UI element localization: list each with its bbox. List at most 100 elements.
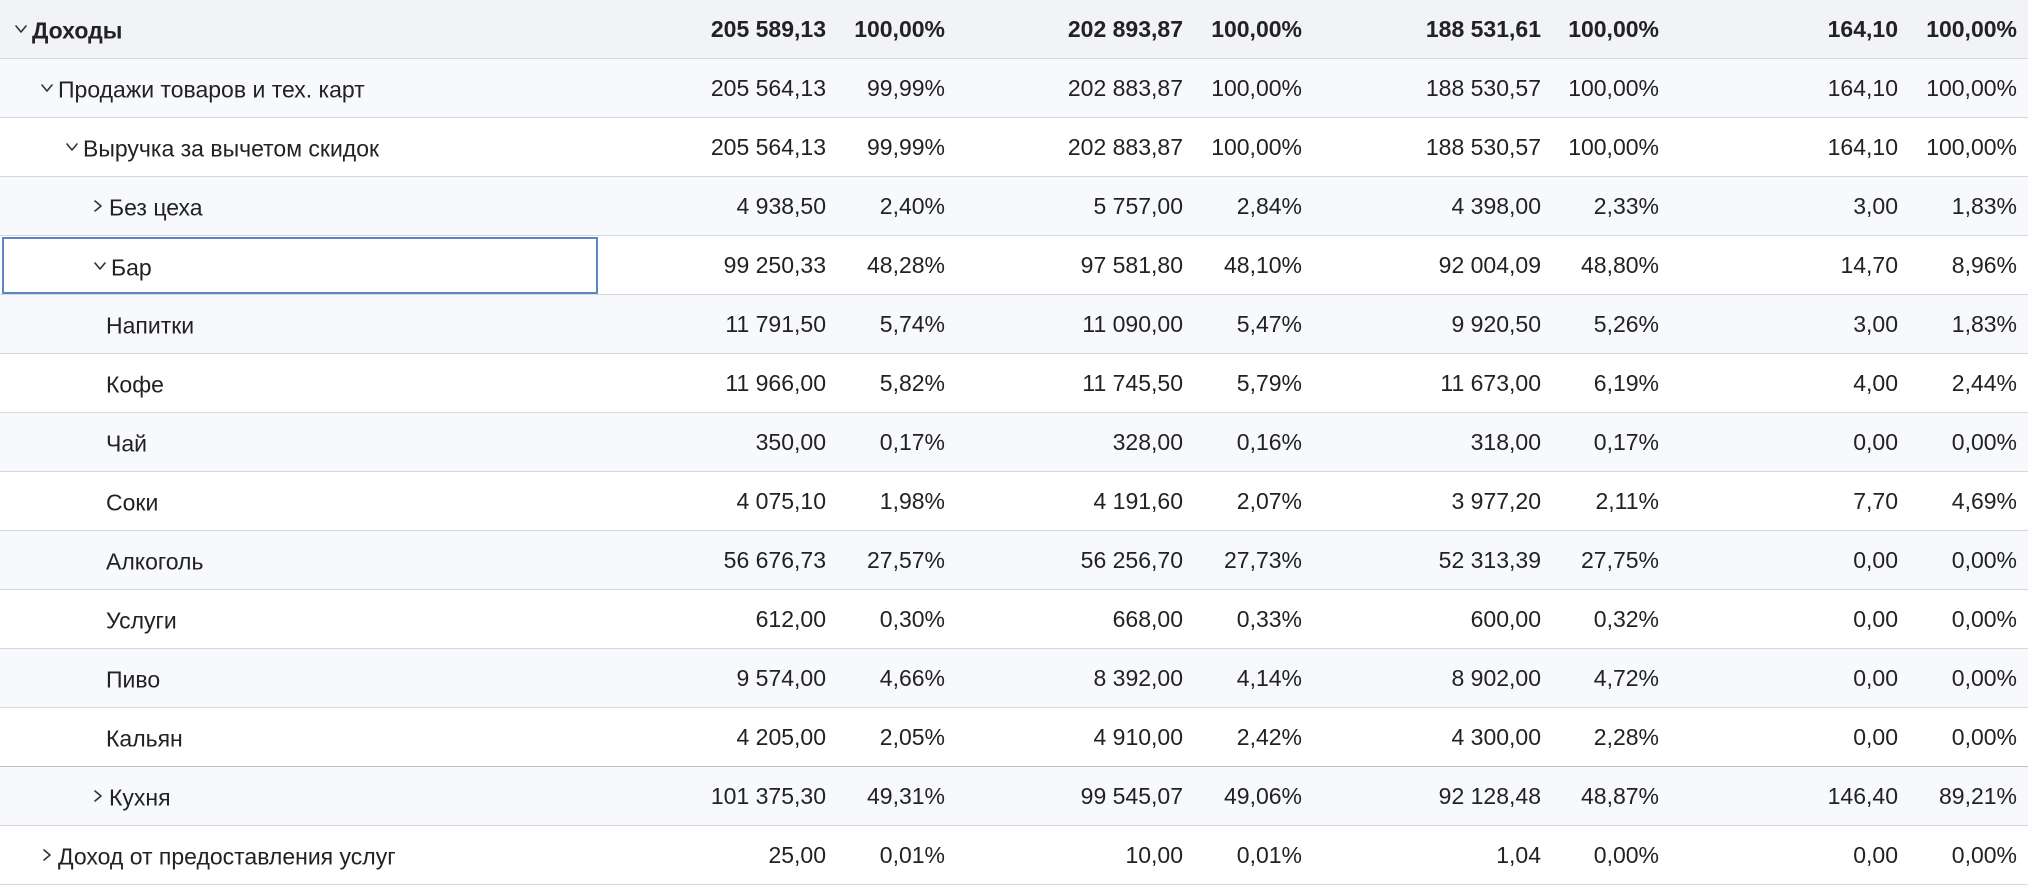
table-row[interactable]: Кальян 4 205,00 2,05% 4 910,00 2,42% 4 300,00… xyxy=(0,708,2028,767)
row-name-cell[interactable]: Услуги xyxy=(0,590,596,649)
row-name-cell[interactable]: Напитки xyxy=(0,295,596,354)
chevron-down-icon[interactable] xyxy=(93,259,107,273)
period-3-share: 2,33% xyxy=(1593,193,1659,219)
table-row[interactable]: Бар 99 250,33 48,28% 97 581,80 48,10% 92 004,… xyxy=(0,236,2028,295)
period-3-share: 4,72% xyxy=(1593,665,1659,691)
row-name-cell[interactable]: Выручка за вычетом скидок xyxy=(0,118,596,177)
period-3-share: 100,00% xyxy=(1568,16,1659,42)
period-3-share: 27,75% xyxy=(1580,547,1659,573)
row-name-cell[interactable]: Алкоголь xyxy=(0,531,596,590)
period-2-share: 2,07% xyxy=(1236,488,1302,514)
period-3-share: 2,11% xyxy=(1595,488,1659,514)
period-2-amount: 56 256,70 xyxy=(1080,547,1183,573)
row-name-cell[interactable]: Кофе xyxy=(0,354,596,413)
row-name-cell[interactable]: Соки xyxy=(0,472,596,531)
period-2-share: 100,00% xyxy=(1211,16,1302,42)
table-row[interactable]: Услуги 612,00 0,30% 668,00 0,33% 600,00 0,32% 0… xyxy=(0,590,2028,649)
period-3-amount: 92 004,09 xyxy=(1438,252,1541,278)
period-4-amount: 0,00 xyxy=(1853,665,1898,691)
period-1-share: 4,66% xyxy=(879,665,945,691)
table-row[interactable]: Выручка за вычетом скидок 205 564,13 99,99… xyxy=(0,118,2028,177)
period-4-share: 4,69% xyxy=(1951,488,2017,514)
period-4-share: 1,83% xyxy=(1951,311,2017,337)
period-2-amount: 202 883,87 xyxy=(1067,75,1183,101)
row-name-cell[interactable]: Чай xyxy=(0,413,596,472)
table-row[interactable]: Алкоголь 56 676,73 27,57% 56 256,70 27,73% 52… xyxy=(0,531,2028,590)
period-3-amount: 4 300,00 xyxy=(1451,724,1541,750)
chevron-down-icon[interactable] xyxy=(40,81,54,95)
row-name-cell[interactable]: Доходы xyxy=(0,0,596,59)
row-label: Без цеха xyxy=(109,194,203,221)
chevron-right-icon[interactable] xyxy=(91,789,105,803)
period-3-share: 0,17% xyxy=(1593,429,1659,455)
period-2-amount: 668,00 xyxy=(1112,606,1183,632)
chevron-down-icon[interactable] xyxy=(14,22,28,36)
table-row[interactable]: Кухня 101 375,30 49,31% 99 545,07 49,06% 92 1… xyxy=(0,767,2028,826)
row-label: Алкоголь xyxy=(106,548,204,575)
period-1-amount: 205 564,13 xyxy=(710,75,826,101)
period-3-amount: 188 530,57 xyxy=(1425,75,1541,101)
period-4-amount: 4,00 xyxy=(1853,370,1898,396)
row-name-cell[interactable]: Бар xyxy=(2,237,598,294)
period-1-amount: 11 966,00 xyxy=(725,370,826,396)
row-label: Кофе xyxy=(106,371,164,398)
period-1-share: 48,28% xyxy=(866,252,945,278)
period-2-amount: 97 581,80 xyxy=(1080,252,1183,278)
row-name-cell[interactable]: Доход от предоставления услуг xyxy=(0,826,596,885)
period-2-share: 2,42% xyxy=(1236,724,1302,750)
period-4-amount: 3,00 xyxy=(1853,311,1898,337)
period-3-share: 48,87% xyxy=(1580,783,1659,809)
table-row[interactable]: Чай 350,00 0,17% 328,00 0,16% 318,00 0,17% 0,00… xyxy=(0,413,2028,472)
row-label: Бар xyxy=(111,254,152,281)
period-1-amount: 25,00 xyxy=(768,842,826,868)
row-label: Доходы xyxy=(32,17,123,44)
period-4-share: 1,83% xyxy=(1951,193,2017,219)
table-row[interactable]: Продажи товаров и тех. карт 205 564,13 99,… xyxy=(0,59,2028,118)
chevron-right-icon[interactable] xyxy=(40,848,54,862)
period-1-amount: 205 564,13 xyxy=(710,134,826,160)
table-row[interactable]: Соки 4 075,10 1,98% 4 191,60 2,07% 3 977,20 2,… xyxy=(0,472,2028,531)
period-4-amount: 0,00 xyxy=(1853,724,1898,750)
table-row[interactable]: Напитки 11 791,50 5,74% 11 090,00 5,47% 9 920… xyxy=(0,295,2028,354)
table-row[interactable]: Кофе 11 966,00 5,82% 11 745,50 5,79% 11 673,0… xyxy=(0,354,2028,413)
period-4-share: 2,44% xyxy=(1951,370,2017,396)
row-name-cell[interactable]: Без цеха xyxy=(0,177,596,236)
chevron-right-icon[interactable] xyxy=(91,199,105,213)
period-3-share: 2,28% xyxy=(1593,724,1659,750)
period-4-share: 0,00% xyxy=(1951,665,2017,691)
period-1-share: 99,99% xyxy=(866,75,945,101)
period-1-amount: 350,00 xyxy=(755,429,826,455)
period-2-amount: 202 883,87 xyxy=(1067,134,1183,160)
table-row[interactable]: Доходы 205 589,13 100,00% 202 893,87 100,00%… xyxy=(0,0,2028,59)
row-name-cell[interactable]: Кальян xyxy=(0,708,596,767)
period-4-amount: 164,10 xyxy=(1827,16,1898,42)
table-row[interactable]: Без цеха 4 938,50 2,40% 5 757,00 2,84% 4 398,… xyxy=(0,177,2028,236)
period-4-share: 0,00% xyxy=(1951,547,2017,573)
table-row[interactable]: Пиво 9 574,00 4,66% 8 392,00 4,14% 8 902,00 4,… xyxy=(0,649,2028,708)
period-4-share: 89,21% xyxy=(1938,783,2017,809)
period-3-amount: 4 398,00 xyxy=(1451,193,1541,219)
period-1-amount: 4 938,50 xyxy=(736,193,826,219)
period-2-share: 2,84% xyxy=(1236,193,1302,219)
table-row[interactable]: Доход от предоставления услуг 25,00 0,01% 1… xyxy=(0,826,2028,885)
period-3-amount: 52 313,39 xyxy=(1438,547,1541,573)
period-2-amount: 11 090,00 xyxy=(1082,311,1183,337)
period-1-share: 0,30% xyxy=(879,606,945,632)
period-2-amount: 4 191,60 xyxy=(1093,488,1183,514)
period-4-amount: 0,00 xyxy=(1853,606,1898,632)
period-2-share: 27,73% xyxy=(1223,547,1302,573)
chevron-down-icon[interactable] xyxy=(65,140,79,154)
row-name-cell[interactable]: Продажи товаров и тех. карт xyxy=(0,59,596,118)
period-3-share: 5,26% xyxy=(1593,311,1659,337)
period-2-amount: 10,00 xyxy=(1125,842,1183,868)
period-3-amount: 600,00 xyxy=(1470,606,1541,632)
period-2-share: 0,01% xyxy=(1236,842,1302,868)
period-3-amount: 11 673,00 xyxy=(1440,370,1541,396)
period-3-amount: 1,04 xyxy=(1496,842,1541,868)
period-4-share: 100,00% xyxy=(1926,75,2017,101)
row-name-cell[interactable]: Пиво xyxy=(0,649,596,708)
period-1-share: 2,40% xyxy=(879,193,945,219)
period-2-amount: 11 745,50 xyxy=(1082,370,1183,396)
period-4-amount: 7,70 xyxy=(1853,488,1898,514)
row-name-cell[interactable]: Кухня xyxy=(0,767,596,826)
